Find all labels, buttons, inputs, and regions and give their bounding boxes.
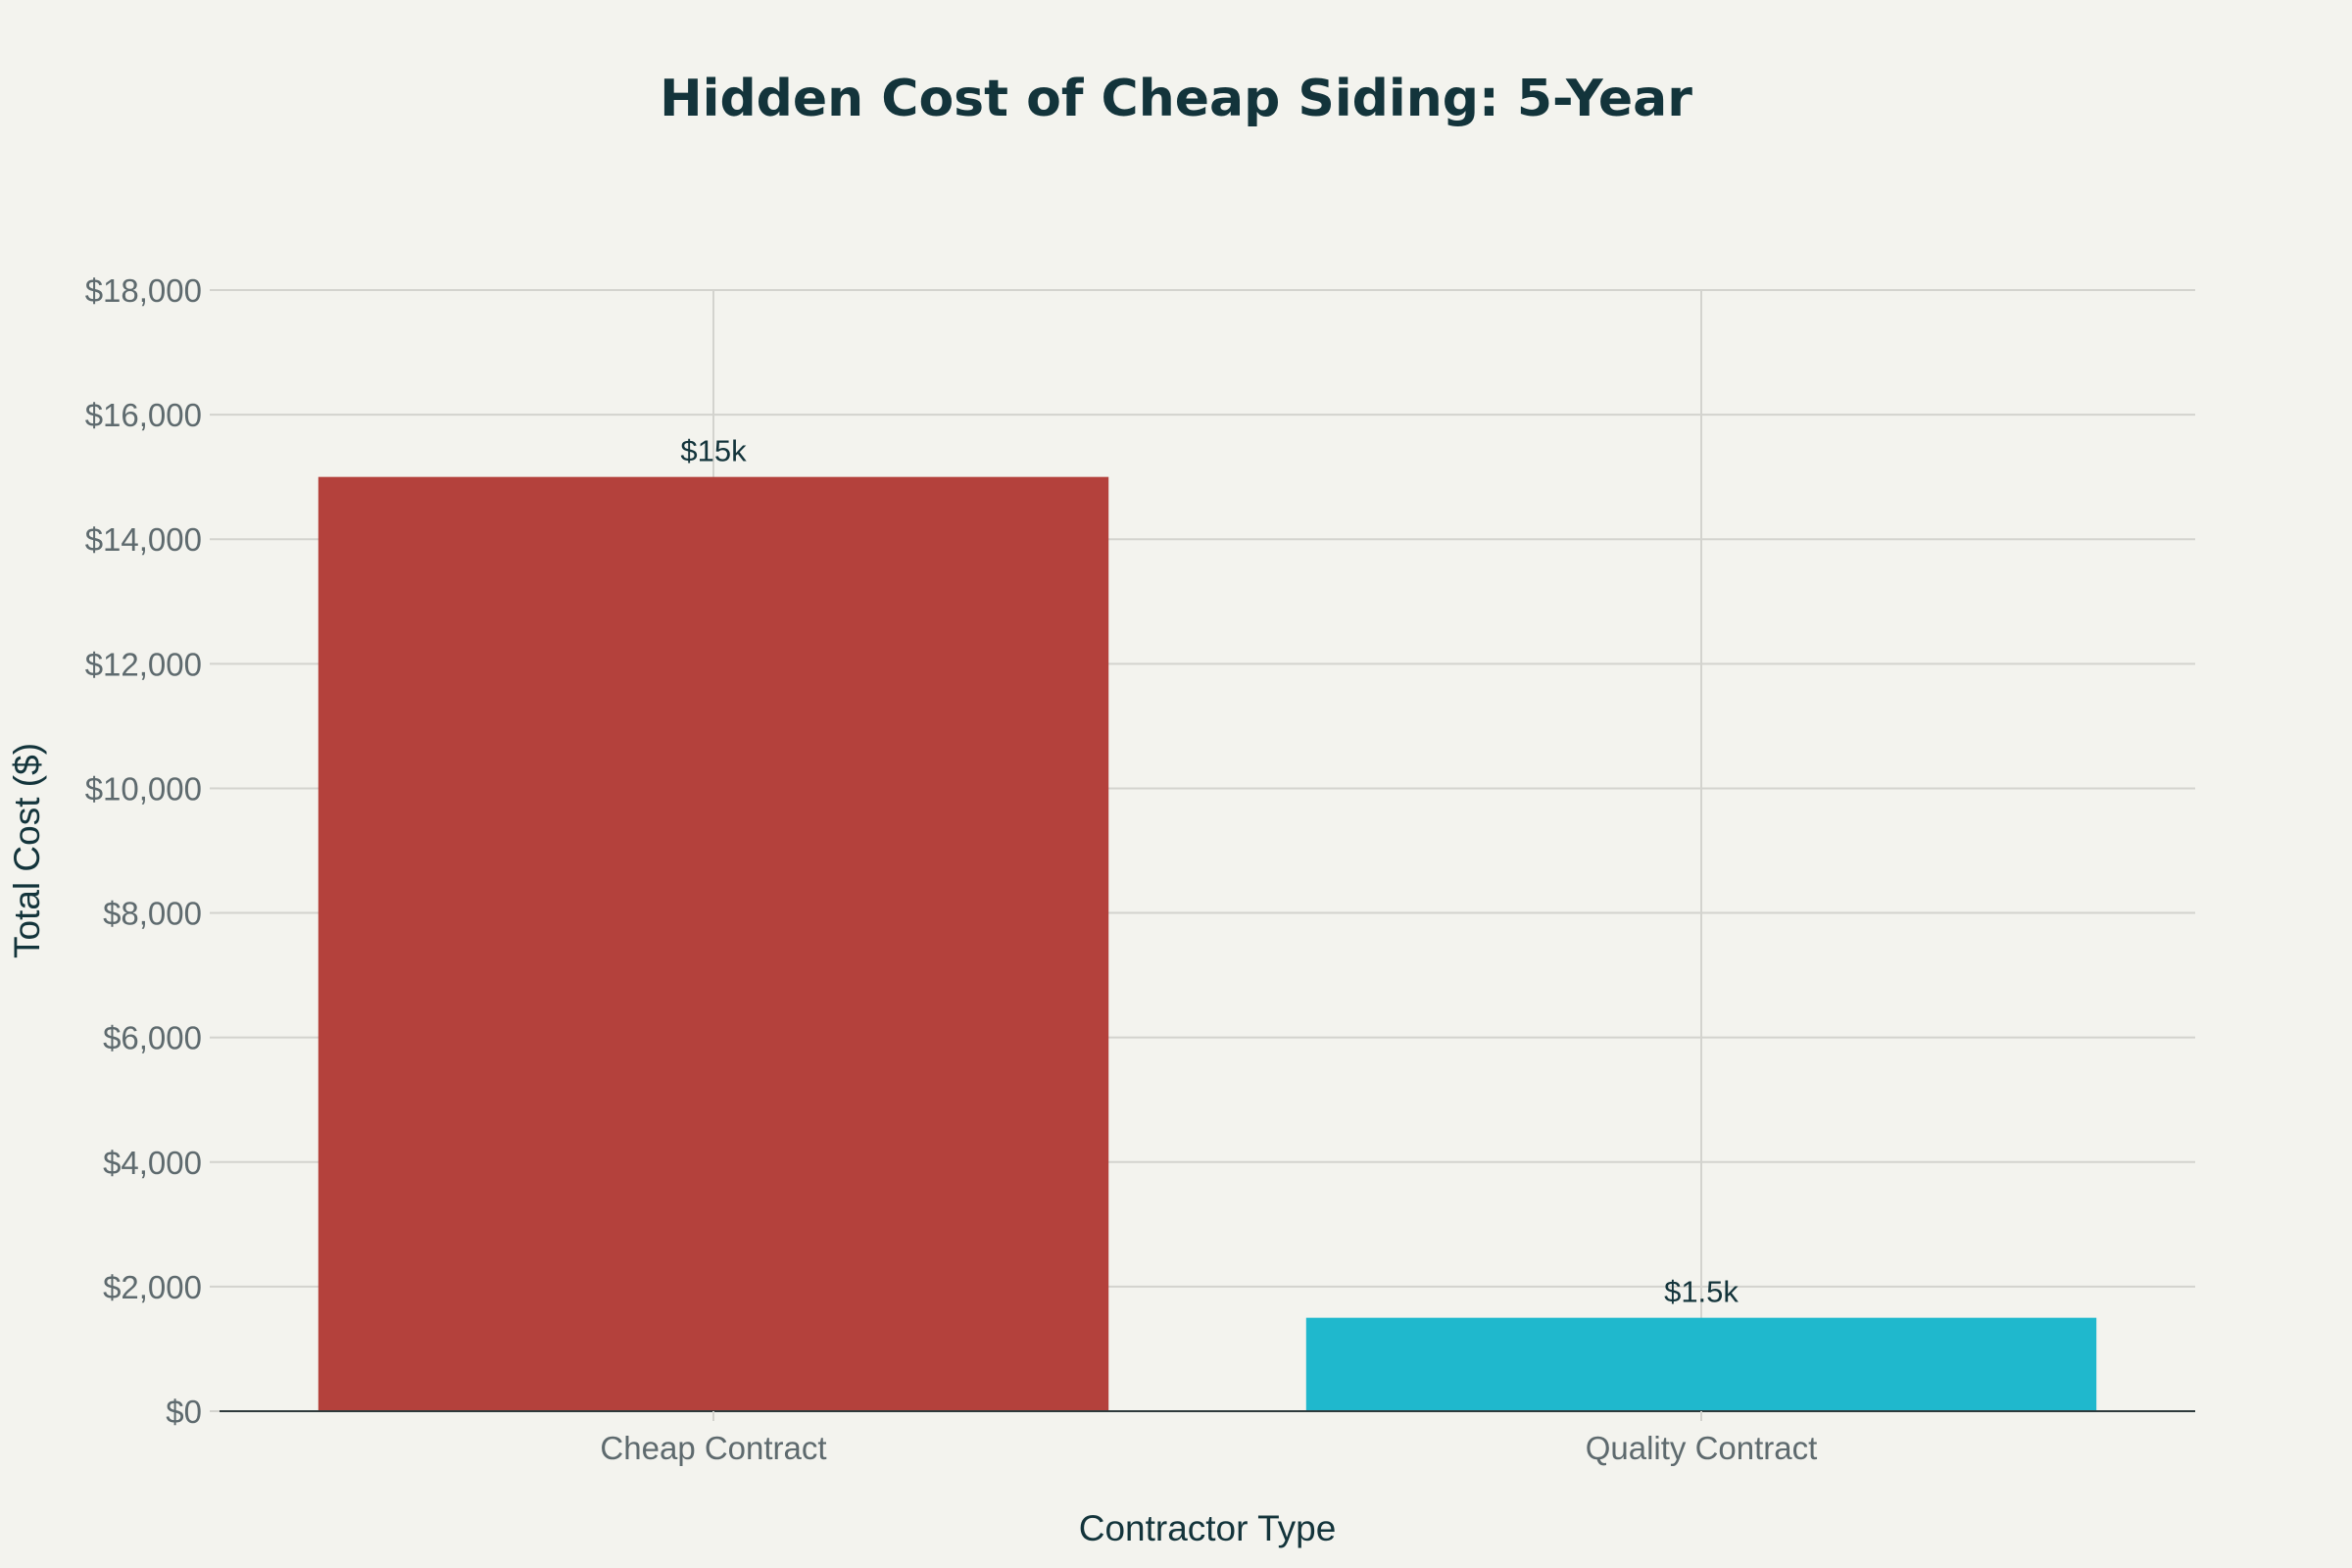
y-axis-title: Total Cost ($) (7, 743, 47, 958)
y-tick-label: $6,000 (103, 1020, 202, 1056)
x-tick-label: Cheap Contract (600, 1430, 826, 1466)
bar-value-label: $1.5k (1664, 1275, 1739, 1309)
bar-value-label: $15k (680, 434, 747, 468)
y-tick-label: $8,000 (103, 896, 202, 932)
y-tick-label: $0 (166, 1394, 202, 1430)
y-tick-label: $12,000 (85, 646, 202, 682)
y-tick-label: $2,000 (103, 1269, 202, 1305)
bar-quality-contract (1305, 1317, 2097, 1411)
bar-cheap-contract (318, 476, 1109, 1412)
y-tick-label: $16,000 (85, 397, 202, 433)
y-tick-label: $10,000 (85, 770, 202, 807)
x-tick-label: Quality Contract (1586, 1430, 1818, 1466)
bars (318, 476, 2097, 1412)
axes: $0 $2,000 $4,000 $6,000 $8,000 $10,000 $12,000… (85, 272, 2195, 1466)
y-tick-label: $18,000 (85, 272, 202, 309)
y-tick-label: $14,000 (85, 521, 202, 558)
x-axis-title: Contractor Type (1079, 1508, 1337, 1548)
y-tick-label: $4,000 (103, 1145, 202, 1181)
data-labels: $15k $1.5k (680, 434, 1739, 1309)
chart-title: Hidden Cost of Cheap Siding: 5-Year (660, 70, 1692, 128)
